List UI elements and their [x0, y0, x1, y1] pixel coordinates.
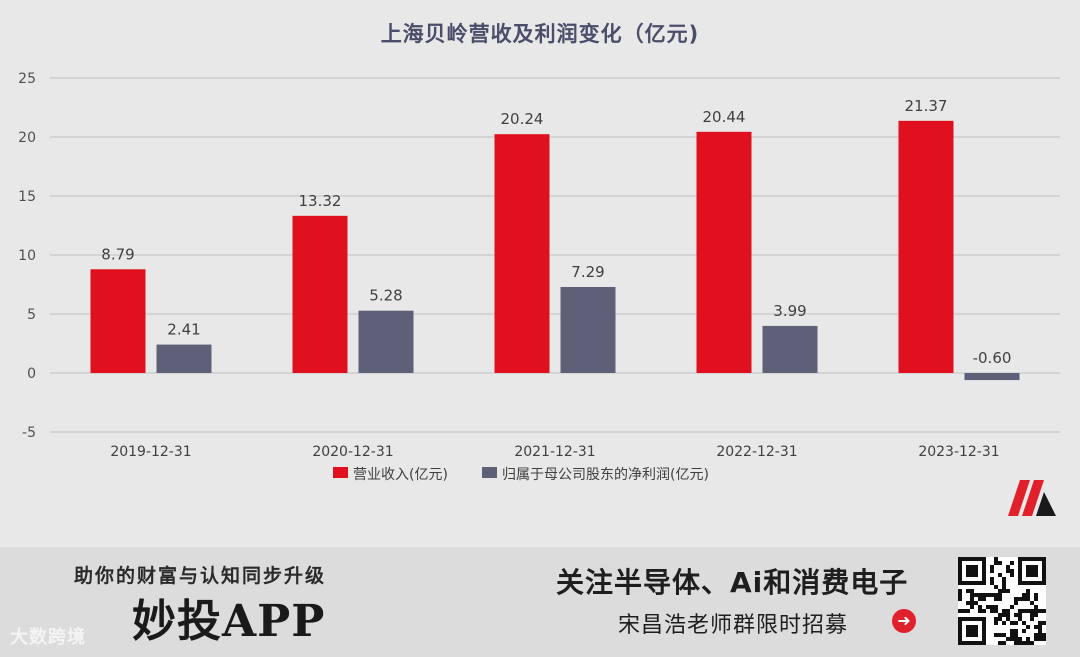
chart-title: 上海贝岭营收及利润变化（亿元)	[380, 22, 700, 46]
legend-label: 营业收入(亿元)	[353, 467, 448, 483]
bar-revenue	[898, 120, 954, 373]
y-tick-label: 0	[27, 366, 36, 382]
watermark-text: 大数跨境	[10, 627, 86, 648]
bar-revenue	[494, 134, 550, 373]
bar-revenue	[90, 269, 146, 373]
logo-mark-icon	[1008, 480, 1056, 516]
bar-profit	[156, 344, 212, 373]
legend-label: 归属于母公司股东的净利润(亿元)	[502, 466, 709, 483]
qr-code-icon[interactable]	[958, 557, 1046, 645]
data-label: 13.32	[299, 192, 342, 210]
app-name: 妙投APP	[132, 596, 326, 647]
promo-title: 关注半导体、Ai和消费电子	[556, 566, 909, 599]
data-label: 7.29	[571, 263, 604, 281]
x-tick-label: 2023-12-31	[918, 444, 999, 460]
y-tick-label: 5	[27, 307, 36, 323]
chart-svg: -5 0 5 10 15 20 25 8.79 2.41 2019-12-31 13.32 5.28 2…	[18, 71, 1060, 483]
y-tick-label: 15	[18, 189, 36, 205]
data-label: -0.60	[973, 349, 1012, 367]
x-tick-label: 2021-12-31	[514, 444, 595, 460]
bar-profit	[560, 286, 616, 373]
data-label: 8.79	[101, 245, 134, 263]
legend-swatch	[482, 467, 497, 478]
arrow-right-circle-icon[interactable]: ➜	[892, 609, 916, 633]
data-label: 5.28	[369, 287, 402, 305]
y-tick-label: 10	[18, 248, 36, 264]
data-label: 20.44	[703, 108, 746, 126]
bar-profit	[762, 325, 818, 373]
data-label: 3.99	[773, 302, 806, 320]
x-tick-label: 2019-12-31	[110, 444, 191, 460]
data-label: 20.24	[501, 110, 544, 128]
bar-profit	[964, 373, 1020, 381]
bar-profit	[358, 310, 414, 373]
bar-revenue	[292, 215, 348, 373]
y-tick-label: 25	[18, 71, 36, 87]
x-tick-label: 2022-12-31	[716, 444, 797, 460]
y-tick-label: 20	[18, 130, 36, 146]
promo-subtitle: 宋昌浩老师群限时招募	[618, 613, 849, 638]
data-label: 21.37	[905, 97, 948, 115]
y-tick-label: -5	[22, 425, 36, 441]
bar-revenue	[696, 131, 752, 373]
promo-banner: 助你的财富与认知同步升级 妙投APP 大数跨境 关注半导体、Ai和消费电子 宋昌…	[0, 547, 1080, 657]
data-label: 2.41	[167, 321, 200, 339]
slogan-text: 助你的财富与认知同步升级	[74, 565, 327, 587]
chart-area: 上海贝岭营收及利润变化（亿元) -5 0 5 10 15 20 25 8.79 2.41 2019…	[18, 22, 1060, 516]
legend-swatch	[333, 467, 348, 478]
x-tick-label: 2020-12-31	[312, 444, 393, 460]
